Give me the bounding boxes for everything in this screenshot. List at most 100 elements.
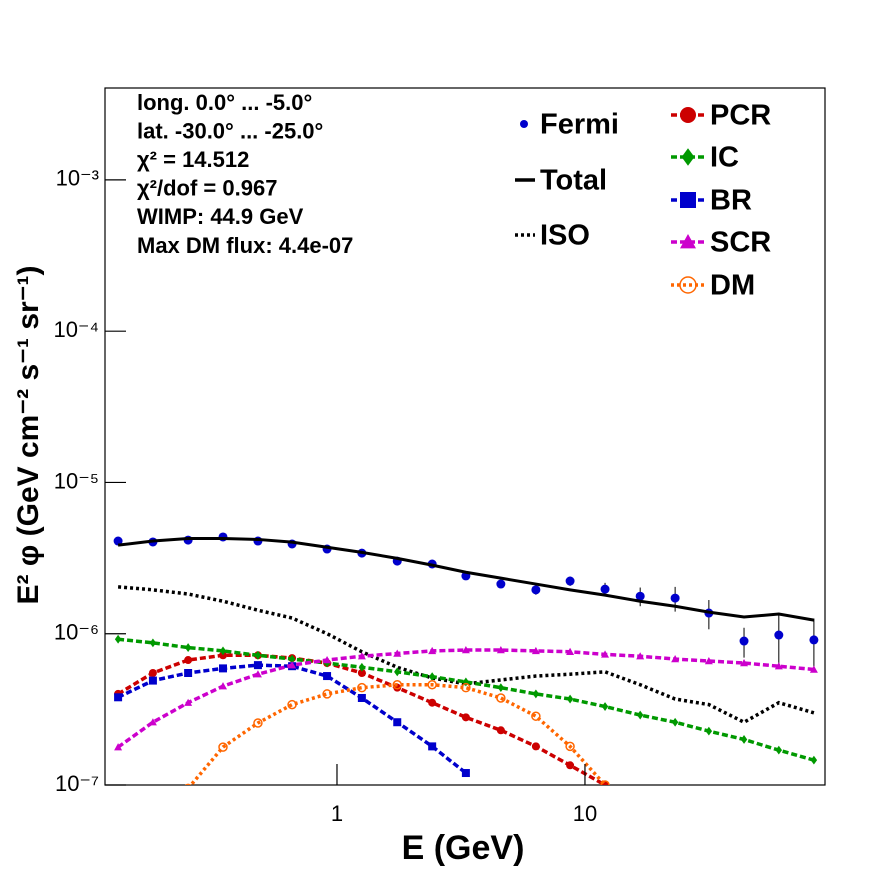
marker	[566, 647, 575, 655]
marker	[705, 726, 713, 736]
x-tick-label: 1	[331, 801, 343, 826]
marker	[680, 192, 696, 208]
marker	[114, 693, 123, 702]
marker	[671, 717, 679, 727]
legend-label: IC	[710, 142, 739, 174]
marker	[671, 655, 680, 663]
marker	[635, 591, 645, 601]
marker	[114, 743, 123, 751]
marker	[497, 683, 505, 693]
plot-area	[113, 532, 819, 785]
marker	[496, 579, 506, 589]
y-tick-label: 10⁻⁷	[55, 771, 99, 796]
marker	[219, 682, 228, 690]
marker	[323, 656, 332, 664]
marker	[531, 646, 540, 655]
legend-label: DM	[710, 270, 755, 302]
marker	[184, 669, 193, 678]
marker	[601, 650, 610, 658]
marker	[461, 646, 470, 654]
marker	[636, 652, 645, 660]
marker	[148, 718, 157, 726]
marker	[680, 107, 696, 123]
marker	[461, 682, 471, 693]
marker	[532, 689, 540, 699]
marker	[809, 665, 818, 673]
marker	[253, 670, 262, 678]
y-tick-label: 10⁻⁵	[54, 468, 99, 493]
marker	[428, 646, 437, 655]
marker	[357, 693, 366, 702]
marker	[148, 676, 157, 685]
marker	[531, 585, 541, 595]
marker	[288, 654, 296, 664]
marker	[809, 635, 819, 645]
y-axis-title: E² φ (GeV cm⁻² s⁻¹ sr⁻¹)	[12, 265, 45, 604]
marker	[531, 711, 541, 721]
marker	[566, 694, 574, 704]
marker	[636, 710, 644, 720]
marker	[218, 742, 228, 752]
marker	[219, 664, 228, 673]
marker	[393, 649, 402, 657]
marker	[496, 646, 505, 654]
marker	[357, 669, 366, 678]
marker	[520, 120, 528, 128]
legend-label: PCR	[710, 100, 771, 132]
legend-label: ISO	[540, 220, 590, 252]
marker	[358, 662, 366, 672]
marker	[394, 667, 401, 677]
marker	[775, 745, 783, 755]
marker	[740, 659, 749, 667]
marker	[322, 689, 332, 699]
series-line	[117, 637, 815, 762]
marker	[253, 661, 262, 670]
marker	[392, 679, 403, 690]
info-line: long. 0.0° ... -5.0°	[137, 90, 312, 115]
marker	[219, 646, 227, 656]
marker	[357, 682, 367, 693]
marker	[531, 742, 540, 751]
marker	[740, 735, 748, 744]
marker	[184, 643, 192, 652]
series-line	[188, 682, 607, 785]
marker	[149, 638, 157, 648]
marker	[393, 718, 402, 727]
y-tick-label: 10⁻³	[56, 166, 99, 191]
marker	[184, 656, 193, 665]
marker	[184, 698, 193, 706]
marker	[254, 650, 262, 660]
marker	[601, 702, 609, 711]
info-line: lat. -30.0° ... -25.0°	[137, 118, 323, 143]
marker	[219, 651, 228, 660]
info-line: χ² = 14.512	[137, 147, 249, 172]
marker	[774, 662, 783, 670]
legend-label: Total	[540, 165, 607, 197]
marker	[323, 672, 332, 681]
marker	[739, 636, 749, 646]
marker	[148, 669, 157, 678]
marker	[565, 576, 575, 586]
marker	[681, 148, 695, 166]
marker	[427, 679, 437, 690]
marker	[113, 536, 123, 546]
marker	[810, 755, 818, 765]
marker	[114, 634, 122, 644]
marker	[704, 657, 713, 665]
x-axis-title: E (GeV)	[402, 829, 525, 867]
marker	[357, 652, 366, 660]
marker	[287, 699, 297, 710]
marker	[566, 761, 575, 770]
info-line: χ²/dof = 0.967	[137, 176, 277, 201]
marker	[461, 769, 470, 778]
plot-frame	[104, 87, 826, 786]
marker	[428, 742, 437, 751]
marker	[600, 584, 610, 594]
marker	[461, 713, 470, 722]
marker	[428, 672, 436, 682]
marker	[679, 276, 697, 294]
marker	[253, 718, 263, 728]
marker	[288, 661, 297, 669]
legend-label: SCR	[710, 227, 771, 259]
